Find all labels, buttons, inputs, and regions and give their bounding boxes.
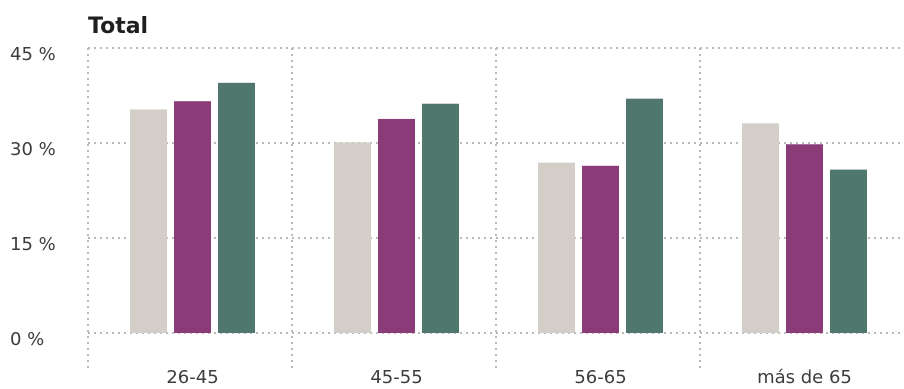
x-axis-ticks: 26-45 45-55 56-65 más de 65: [166, 367, 852, 388]
bar: [830, 169, 867, 333]
bars: [130, 82, 867, 334]
bar: [786, 144, 823, 333]
bar: [422, 103, 459, 333]
bar: [538, 162, 575, 333]
chart-title: Total: [88, 14, 148, 39]
bar: [626, 98, 663, 334]
bar: [582, 165, 619, 333]
x-tick-label: 45-55: [370, 367, 422, 388]
y-tick-label: 30 %: [10, 139, 56, 160]
bar: [334, 142, 371, 333]
x-tick-label: más de 65: [757, 367, 852, 388]
y-tick-label: 0 %: [10, 329, 44, 350]
bar: [742, 123, 779, 333]
bar: [218, 82, 255, 333]
bar: [174, 101, 211, 333]
y-tick-label: 15 %: [10, 234, 56, 255]
y-axis-ticks: 0 % 15 % 30 % 45 %: [10, 44, 56, 350]
bar: [130, 109, 167, 333]
bar: [378, 118, 415, 333]
x-tick-label: 56-65: [574, 367, 626, 388]
y-tick-label: 45 %: [10, 44, 56, 65]
x-tick-label: 26-45: [166, 367, 218, 388]
